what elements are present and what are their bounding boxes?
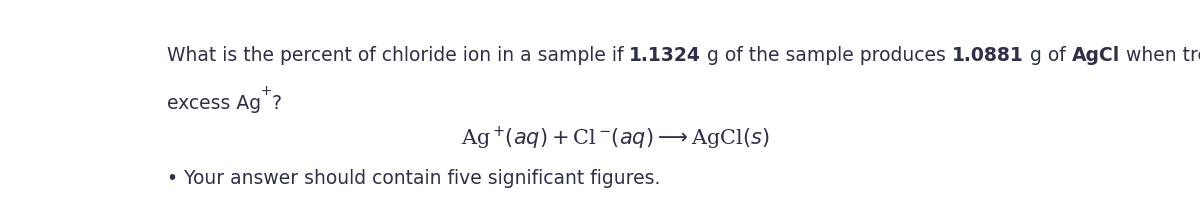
Text: ?: ? — [272, 94, 282, 113]
Text: What is the percent of chloride ion in a sample if: What is the percent of chloride ion in a… — [167, 46, 629, 65]
Text: 1.0881: 1.0881 — [952, 46, 1024, 65]
Text: excess Ag: excess Ag — [167, 94, 260, 113]
Text: $\mathregular{Ag}^+\!\mathit{(aq)} + \mathregular{Cl}^-\!\mathit{(aq)} \longrigh: $\mathregular{Ag}^+\!\mathit{(aq)} + \ma… — [461, 124, 769, 152]
Text: g of the sample produces: g of the sample produces — [701, 46, 952, 65]
Text: g of: g of — [1024, 46, 1072, 65]
Text: 1.1324: 1.1324 — [629, 46, 701, 65]
Text: • Your answer should contain five significant figures.: • Your answer should contain five signif… — [167, 169, 660, 188]
Text: when treated with: when treated with — [1120, 46, 1200, 65]
Text: AgCl: AgCl — [1072, 46, 1120, 65]
Text: +: + — [260, 84, 272, 98]
